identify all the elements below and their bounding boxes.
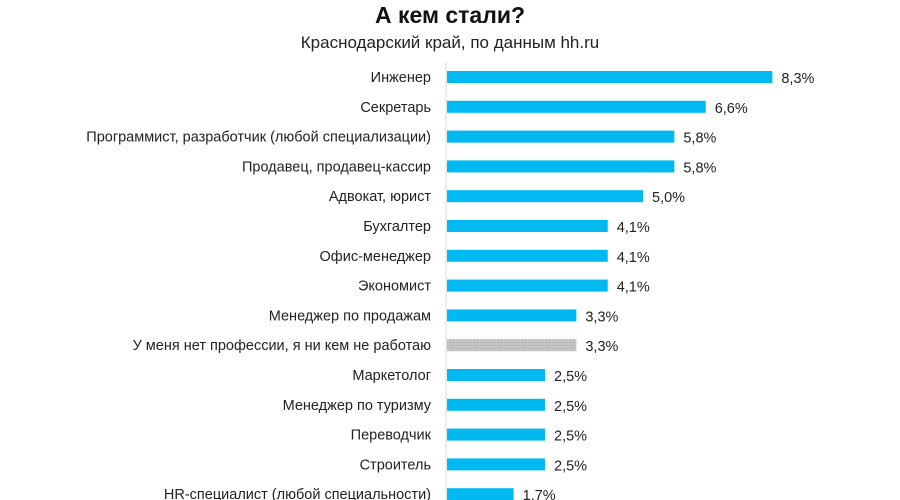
bar	[447, 160, 675, 173]
bar	[447, 339, 577, 352]
value-label: 2,5%	[554, 429, 587, 445]
value-label: 2,5%	[554, 369, 587, 385]
value-label: 2,5%	[554, 399, 587, 415]
category-label: Экономист	[358, 279, 431, 295]
value-label: 6,6%	[715, 101, 748, 117]
category-label: Переводчик	[351, 428, 432, 444]
bar	[447, 71, 773, 83]
value-label: 5,0%	[652, 190, 685, 206]
category-label: Программист, разработчик (любой специали…	[86, 130, 431, 146]
bar	[447, 488, 514, 500]
bar	[447, 458, 545, 471]
value-label: 8,3%	[781, 71, 814, 87]
value-label: 1,7%	[523, 488, 556, 500]
chart-title: А кем стали?	[374, 2, 526, 28]
category-label: Маркетолог	[352, 368, 431, 384]
bar	[447, 369, 545, 381]
value-label: 3,3%	[585, 309, 618, 325]
category-label: Бухгалтер	[363, 219, 431, 235]
category-label: Менеджер по продажам	[269, 308, 431, 324]
value-label: 3,3%	[585, 339, 618, 355]
bar	[447, 249, 608, 262]
category-label: Продавец, продавец-кассир	[242, 159, 431, 175]
category-label: HR-специалист (любой специальности)	[164, 487, 431, 500]
category-label: Офис-менеджер	[320, 249, 431, 265]
category-label: Адвокат, юрист	[329, 189, 432, 205]
value-label: 4,1%	[617, 220, 650, 236]
category-label: Секретарь	[360, 100, 431, 116]
bar	[447, 190, 643, 203]
chart-subtitle: Краснодарский край, по данным hh.ru	[300, 33, 600, 52]
bar	[447, 309, 577, 322]
category-label: У меня нет профессии, я ни кем не работа…	[133, 338, 432, 354]
bar	[447, 130, 675, 143]
value-label: 5,8%	[683, 131, 716, 147]
bar	[447, 220, 608, 232]
category-label: Строитель	[360, 457, 431, 473]
bar	[447, 100, 706, 113]
bar	[447, 428, 545, 441]
value-label: 4,1%	[617, 280, 650, 296]
value-label: 5,8%	[683, 160, 716, 176]
value-label: 2,5%	[554, 458, 587, 474]
value-label: 4,1%	[617, 250, 650, 266]
category-label: Менеджер по туризму	[283, 398, 432, 414]
category-label: Инженер	[371, 70, 431, 86]
bar	[447, 398, 545, 411]
bar	[447, 279, 608, 292]
